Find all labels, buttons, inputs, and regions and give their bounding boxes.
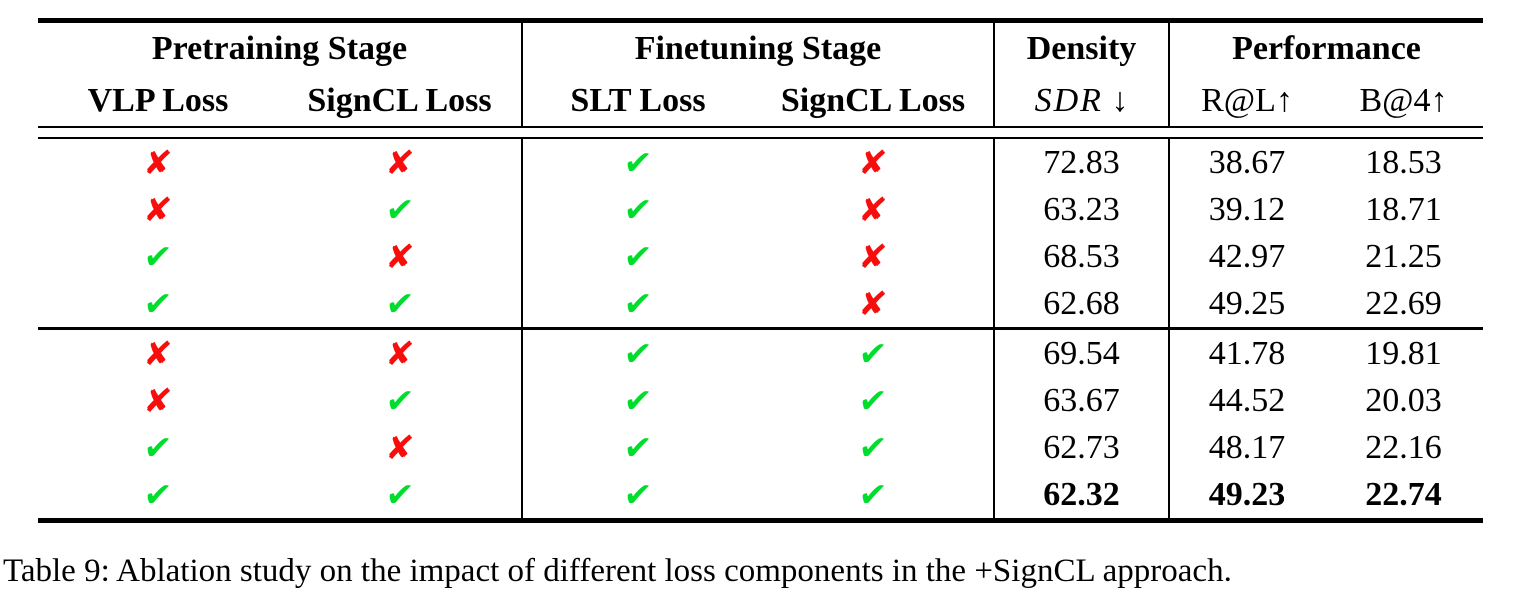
sdr-value: 63.67 — [993, 377, 1168, 424]
sdr-value: 63.23 — [993, 186, 1168, 233]
down-arrow-icon: ↓ — [1102, 82, 1129, 119]
check-icon: ✔ — [383, 190, 416, 229]
table-bottom-rule — [38, 518, 1483, 523]
col-header-sdr: SDR ↓ — [993, 75, 1168, 126]
ablation-table: Pretraining Stage Finetuning Stage Densi… — [38, 18, 1483, 523]
table-section-2: ✘ ✘ ✔ ✔ 69.54 41.78 19.81 ✘ ✔ ✔ ✔ 63.67 … — [38, 330, 1483, 518]
sdr-value: 62.73 — [993, 424, 1168, 471]
check-icon: ✔ — [857, 428, 889, 467]
cross-icon: ✘ — [383, 428, 416, 467]
check-icon: ✔ — [622, 284, 654, 323]
group-header-pretraining-stage: Pretraining Stage — [151, 30, 408, 67]
check-icon: ✔ — [383, 284, 416, 323]
check-icon: ✔ — [622, 428, 654, 467]
rl-value: 38.67 — [1168, 139, 1324, 186]
sdr-value: 62.68 — [993, 280, 1168, 327]
cross-icon: ✘ — [142, 190, 174, 229]
b4-value: 18.71 — [1365, 191, 1442, 228]
group-header-performance: Performance — [1168, 23, 1483, 75]
check-icon: ✔ — [383, 381, 416, 420]
col-header-rl: R@L↑ — [1168, 75, 1324, 126]
cross-icon: ✘ — [383, 334, 416, 373]
cross-icon: ✘ — [142, 143, 174, 182]
check-icon: ✔ — [142, 475, 174, 514]
check-icon: ✔ — [622, 237, 654, 276]
table-top-rule — [38, 18, 1483, 23]
table-row: ✔ ✔ ✔ ✘ 62.68 49.25 22.69 — [38, 280, 1483, 327]
b4-value: 19.81 — [1365, 335, 1442, 372]
b4-value: 20.03 — [1365, 382, 1442, 419]
check-icon: ✔ — [142, 428, 174, 467]
col-header-signcl-loss-pretrain: SignCL Loss — [307, 82, 492, 119]
check-icon: ✔ — [142, 237, 174, 276]
check-icon: ✔ — [622, 381, 654, 420]
check-icon: ✔ — [857, 334, 889, 373]
col-header-vlp-loss: VLP Loss — [87, 82, 229, 119]
check-icon: ✔ — [622, 143, 654, 182]
table-row: ✘ ✔ ✔ ✘ 63.23 39.12 18.71 — [38, 186, 1483, 233]
table-header-columns: VLP Loss SignCL Loss SLT Loss SignCL Los… — [38, 75, 1483, 126]
cross-icon: ✘ — [857, 143, 889, 182]
check-icon: ✔ — [857, 381, 889, 420]
rl-value: 42.97 — [1168, 233, 1324, 280]
table-section-1: ✘ ✘ ✔ ✘ 72.83 38.67 18.53 ✘ ✔ ✔ ✘ 63.23 … — [38, 139, 1483, 327]
cross-icon: ✘ — [383, 143, 416, 182]
section-divider-rule — [38, 327, 1483, 330]
sdr-value: 69.54 — [993, 330, 1168, 377]
table-row: ✘ ✘ ✔ ✘ 72.83 38.67 18.53 — [38, 139, 1483, 186]
check-icon: ✔ — [383, 475, 416, 514]
col-header-b4: B@4↑ — [1359, 82, 1448, 119]
table-row: ✘ ✔ ✔ ✔ 63.67 44.52 20.03 — [38, 377, 1483, 424]
group-header-finetuning-stage: Finetuning Stage — [521, 23, 993, 75]
col-header-slt-loss: SLT Loss — [521, 75, 753, 126]
col-header-signcl-loss-finetune: SignCL Loss — [780, 82, 966, 119]
cross-icon: ✘ — [142, 381, 174, 420]
group-header-density: Density — [993, 23, 1168, 75]
cross-icon: ✘ — [142, 334, 174, 373]
rl-value: 39.12 — [1168, 186, 1324, 233]
rl-value: 49.23 — [1168, 471, 1324, 518]
sdr-value: 72.83 — [993, 139, 1168, 186]
table-row-best: ✔ ✔ ✔ ✔ 62.32 49.23 22.74 — [38, 471, 1483, 518]
cross-icon: ✘ — [857, 284, 889, 323]
b4-value: 22.16 — [1365, 429, 1442, 466]
check-icon: ✔ — [142, 284, 174, 323]
check-icon: ✔ — [857, 475, 889, 514]
sdr-label: SDR — [1034, 82, 1103, 119]
cross-icon: ✘ — [857, 190, 889, 229]
b4-value: 18.53 — [1365, 144, 1442, 181]
rl-value: 49.25 — [1168, 280, 1324, 327]
check-icon: ✔ — [622, 190, 654, 229]
rl-value: 41.78 — [1168, 330, 1324, 377]
cross-icon: ✘ — [383, 237, 416, 276]
check-icon: ✔ — [622, 334, 654, 373]
sdr-value: 62.32 — [993, 471, 1168, 518]
cross-icon: ✘ — [857, 237, 889, 276]
table-caption: Table 9: Ablation study on the impact of… — [3, 553, 1232, 589]
header-double-rule — [38, 126, 1483, 139]
table-row: ✔ ✘ ✔ ✘ 68.53 42.97 21.25 — [38, 233, 1483, 280]
b4-value: 22.74 — [1365, 476, 1442, 513]
b4-value: 21.25 — [1365, 238, 1442, 275]
table-header-groups: Pretraining Stage Finetuning Stage Densi… — [38, 23, 1483, 75]
b4-value: 22.69 — [1365, 285, 1442, 322]
sdr-value: 68.53 — [993, 233, 1168, 280]
table-row: ✔ ✘ ✔ ✔ 62.73 48.17 22.16 — [38, 424, 1483, 471]
check-icon: ✔ — [622, 475, 654, 514]
rl-value: 44.52 — [1168, 377, 1324, 424]
table-row: ✘ ✘ ✔ ✔ 69.54 41.78 19.81 — [38, 330, 1483, 377]
rl-value: 48.17 — [1168, 424, 1324, 471]
